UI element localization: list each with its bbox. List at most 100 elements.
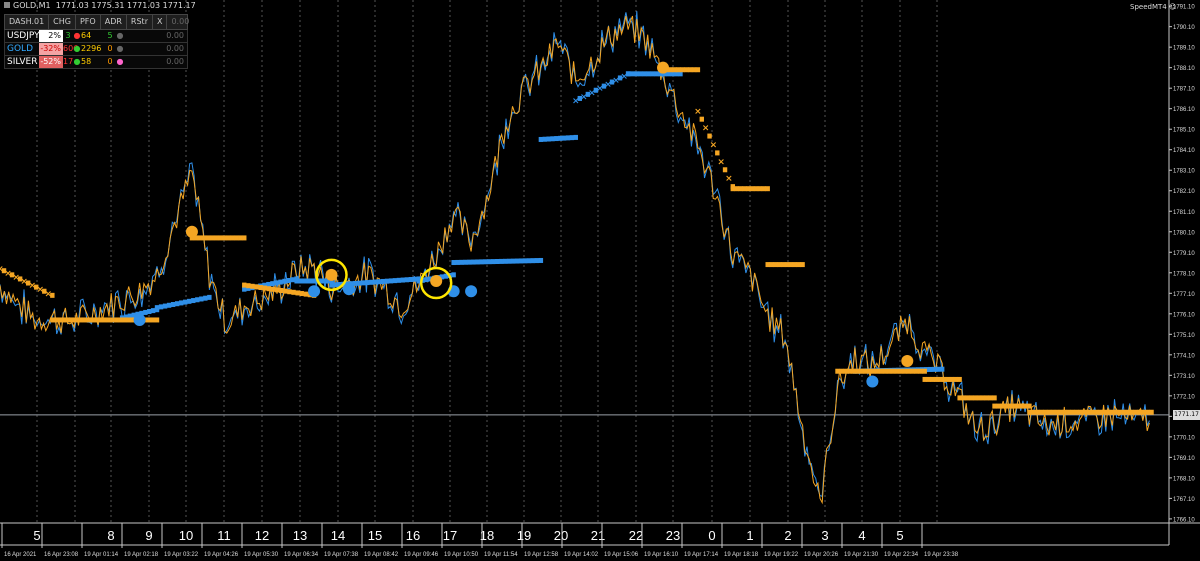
bear-stop-cross: × (717, 157, 725, 167)
bull-stop-mark (290, 277, 295, 283)
price-label: 1788.10 (1173, 66, 1195, 72)
hour-label: 21 (591, 528, 605, 543)
bull-stop-mark (388, 278, 394, 284)
bull-stop-cross: × (612, 76, 620, 86)
bull-stop-mark (412, 276, 417, 282)
bull-stop-mark (499, 258, 504, 264)
price-label: 1774.10 (1173, 353, 1195, 359)
bear-stop-mark (1102, 409, 1107, 415)
dashboard-row-gold[interactable]: GOLD -32% 606 ● 2296 0 ● 0.00 (4, 43, 188, 56)
bull-stop-mark (650, 71, 655, 77)
bull-stop-mark (380, 278, 386, 284)
dashboard-row-silver[interactable]: SILVER -52% 17 ● 58 0 ● 0.00 (4, 56, 188, 69)
hour-label: 19 (517, 528, 531, 543)
bear-stop-mark (1011, 403, 1017, 409)
tab-rstr[interactable]: RStr (127, 15, 153, 29)
status-dot-icon: ● (116, 57, 124, 66)
bull-stop-mark (286, 278, 291, 284)
bull-stop-mark (554, 136, 559, 142)
bull-stop-mark (471, 259, 476, 265)
bull-stop-mark (451, 272, 456, 278)
bull-stop-cross: × (604, 80, 612, 90)
bear-stop-cross: × (45, 289, 53, 299)
bear-stop-mark (287, 289, 292, 295)
row-symbol: SILVER (7, 57, 38, 67)
bull-stop-mark (629, 71, 635, 77)
bull-stop-mark (428, 276, 433, 282)
bear-signal-dot (901, 354, 914, 367)
bear-stop-mark (1070, 409, 1075, 415)
bear-stop-mark (914, 368, 920, 374)
bear-stop-mark (110, 317, 115, 323)
bear-stop-mark (922, 368, 927, 374)
hour-label: 1 (746, 528, 753, 543)
bear-stop-mark (283, 288, 288, 294)
bear-stop-mark (874, 368, 880, 374)
bear-stop-mark (1082, 409, 1087, 415)
bear-stop-mark (197, 235, 203, 241)
bear-stop-mark (299, 291, 304, 297)
tab-adr[interactable]: ADR (101, 15, 127, 29)
bull-stop-mark (174, 301, 180, 307)
hour-label: 9 (145, 528, 152, 543)
bull-stop-mark (306, 278, 311, 284)
bear-stop-mark (205, 235, 211, 241)
bull-stop-cross: × (580, 92, 588, 102)
bear-stop-mark (699, 116, 704, 122)
bear-stop-mark (757, 186, 763, 192)
time-label: 19 Apr 09:46 (404, 552, 439, 558)
bull-stop-mark (561, 135, 567, 141)
bear-stop-mark (957, 376, 962, 382)
bull-signal-dot (133, 313, 146, 326)
hour-label: 13 (293, 528, 307, 543)
bear-stop-mark (1023, 403, 1028, 409)
price-label: 1787.10 (1173, 87, 1195, 93)
row-value: 0.00 (166, 57, 184, 66)
bull-stop-mark (455, 259, 460, 265)
hour-label: 11 (217, 528, 231, 543)
row-count: 606 (63, 44, 79, 53)
row-adr: 2296 (81, 44, 102, 53)
time-label: 19 Apr 16:10 (644, 552, 679, 558)
bear-stop-mark (1015, 403, 1020, 409)
bull-stop-mark (364, 280, 370, 286)
bull-stop-mark (302, 278, 307, 284)
bear-stop-mark (1039, 409, 1044, 415)
price-label: 1770.10 (1173, 435, 1195, 441)
dashboard-row-usdjpy[interactable]: USDJPY 2% 3 ● 64 5 ● 0.00 (4, 30, 188, 43)
hour-label: 16 (406, 528, 420, 543)
bear-stop-mark (870, 368, 876, 374)
bear-stop-mark (1090, 409, 1095, 415)
tab-pfo[interactable]: PFO (76, 15, 101, 29)
bear-stop-mark (980, 395, 986, 401)
bull-stop-mark (384, 278, 390, 284)
bull-stop-mark (150, 308, 156, 314)
hour-label: 14 (331, 528, 345, 543)
bull-stop-mark (577, 95, 583, 101)
close-button[interactable]: X (153, 15, 168, 29)
hour-label: 4 (858, 528, 865, 543)
bear-stop-cross: × (28, 281, 36, 291)
tab-chg[interactable]: CHG (49, 15, 76, 29)
bull-stop-mark (392, 278, 398, 284)
bear-stop-mark (835, 368, 840, 374)
bear-stop-mark (898, 368, 904, 374)
bear-stop-mark (1137, 409, 1142, 415)
bull-stop-mark (278, 279, 283, 285)
bear-stop-mark (58, 317, 63, 323)
bull-stop-mark (495, 259, 500, 264)
bull-stop-mark (475, 259, 480, 265)
bear-stop-mark (225, 235, 231, 241)
bull-stop-mark (203, 295, 208, 301)
bull-stop-mark (282, 278, 287, 284)
bear-stop-mark (792, 262, 798, 268)
bear-stop-mark (945, 376, 951, 382)
bear-stop-mark (961, 395, 966, 401)
bear-stop-mark (42, 288, 47, 294)
bear-stop-mark (894, 368, 900, 374)
price-label: 1772.10 (1173, 394, 1195, 400)
bear-stop-mark (189, 235, 195, 241)
tab-dash[interactable]: DASH.01 (5, 15, 50, 29)
bull-stop-cross: × (596, 84, 604, 94)
